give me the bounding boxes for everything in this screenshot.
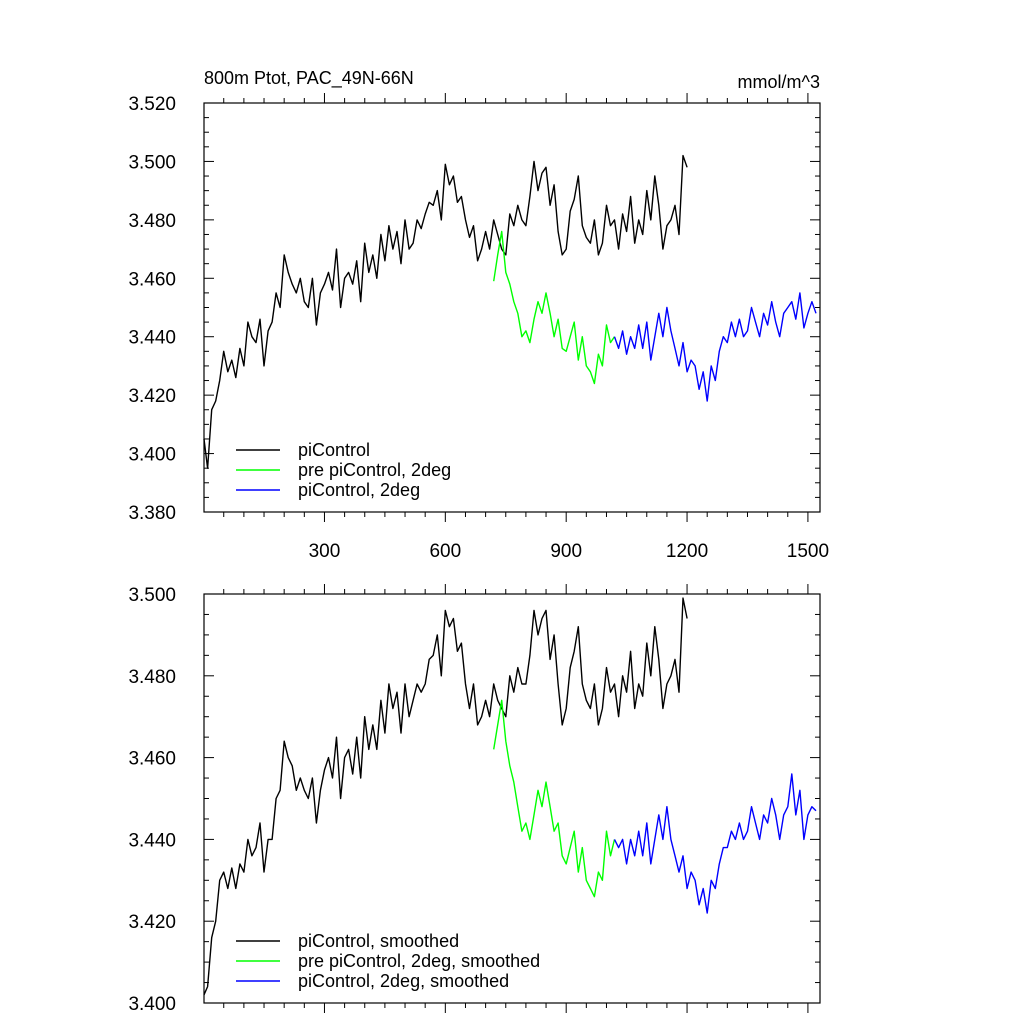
chart-units: mmol/m^3 (738, 72, 820, 92)
legend-label: pre piControl, 2deg (298, 460, 451, 480)
y-tick-label: 3.400 (128, 445, 176, 466)
y-tick-label: 3.480 (128, 667, 176, 688)
x-tick-label: 1200 (666, 541, 708, 562)
legend-label: piControl, smoothed (298, 931, 459, 951)
legend-label: piControl (298, 440, 370, 460)
y-tick-label: 3.520 (128, 94, 176, 115)
y-tick-label: 3.480 (128, 211, 176, 232)
y-tick-label: 3.420 (128, 912, 176, 933)
series-line-2 (493, 699, 616, 898)
y-tick-label: 3.400 (128, 994, 176, 1015)
y-tick-label: 3.500 (128, 585, 176, 606)
plot-frame (203, 593, 821, 1004)
y-tick-label: 3.420 (128, 386, 176, 407)
series-line-2 (493, 230, 616, 385)
series-line-3 (613, 292, 817, 402)
x-tick-label: 300 (309, 541, 341, 562)
plot-frame (203, 102, 821, 513)
y-tick-label: 3.440 (128, 328, 176, 349)
series-line-3 (613, 773, 817, 914)
y-tick-label: 3.460 (128, 269, 176, 290)
y-tick-label: 3.440 (128, 830, 176, 851)
x-tick-label: 1500 (787, 541, 829, 562)
legend-label: piControl, 2deg (298, 480, 420, 500)
series-line-1 (203, 154, 688, 469)
legend-label: pre piControl, 2deg, smoothed (298, 951, 540, 971)
chart-title: 800m Ptot, PAC_49N-66N (204, 68, 414, 89)
y-tick-label: 3.500 (128, 152, 176, 173)
legend-label: piControl, 2deg, smoothed (298, 971, 509, 991)
y-tick-label: 3.460 (128, 749, 176, 770)
bottom-plot: 3.400 3.420 3.440 3.460 3.480 3.500 piControl,… (128, 584, 821, 1015)
top-plot: 3.380 3.400 3.420 3.440 3.460 3.480 3.500 3.520… (128, 93, 829, 562)
x-tick-label: 600 (429, 541, 461, 562)
series-line-1 (203, 597, 688, 996)
x-tick-label: 900 (550, 541, 582, 562)
y-tick-label: 3.380 (128, 503, 176, 524)
